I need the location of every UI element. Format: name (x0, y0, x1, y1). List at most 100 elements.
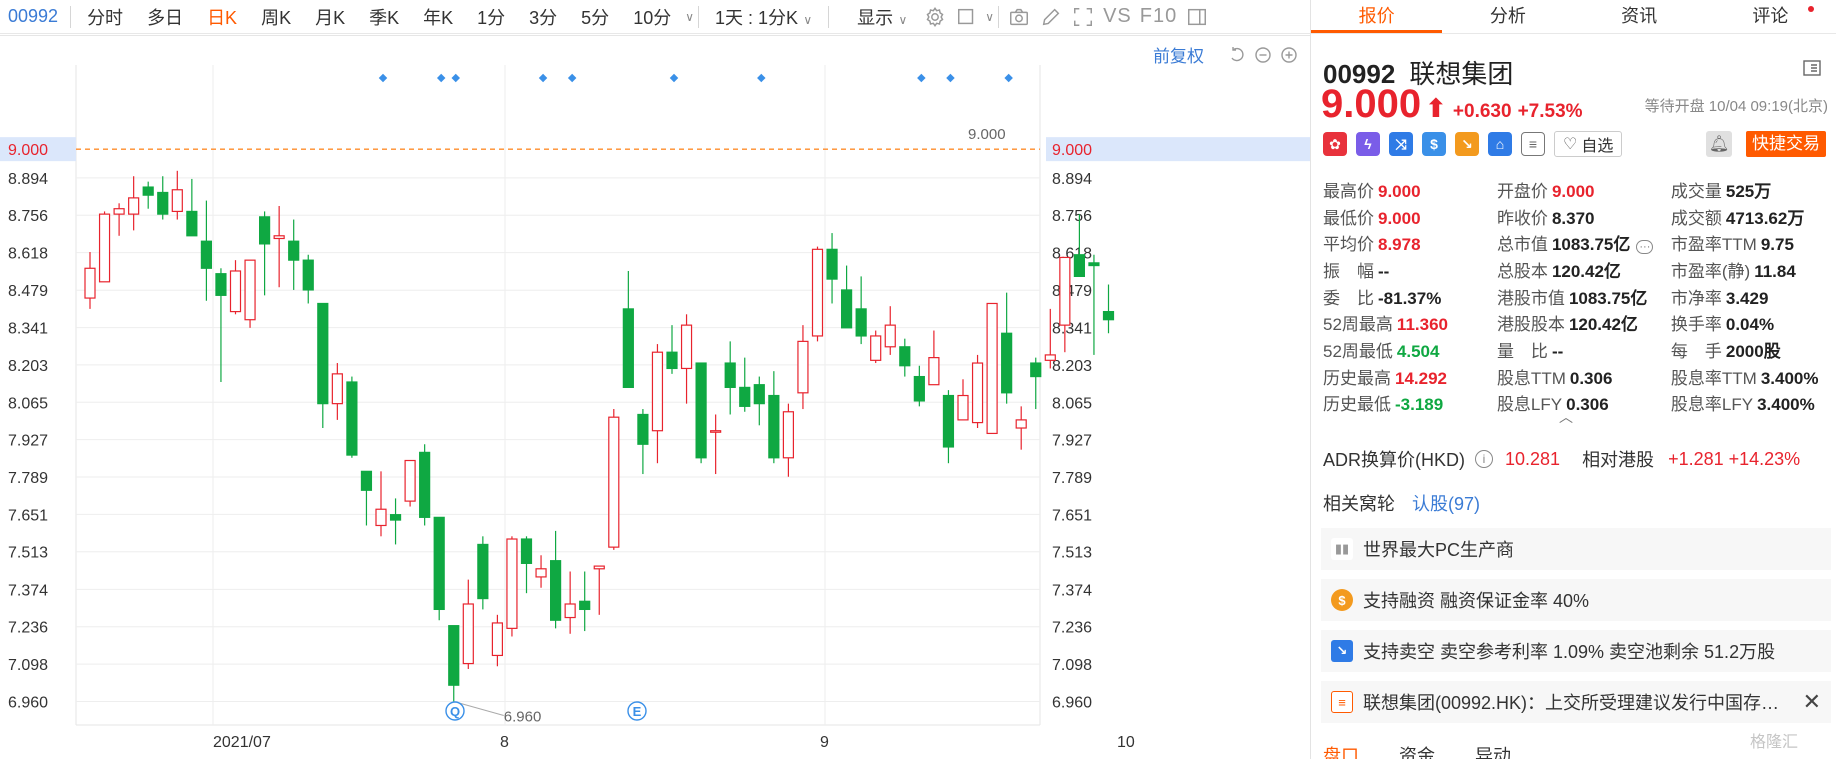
chevron-down-icon[interactable]: ∨ (685, 9, 695, 24)
event-diamond-icon (946, 73, 955, 83)
event-diamond-icon (451, 73, 460, 83)
trend-icon[interactable]: ↘ (1455, 132, 1479, 156)
feature-item[interactable]: $ 支持融资 融资保证金率 40% (1321, 579, 1831, 621)
candle-body (1001, 332, 1013, 394)
y-tick-label-right: 8.618 (1052, 246, 1092, 263)
stat-value: 0.306 (1569, 368, 1613, 388)
zoom-in-icon[interactable] (1278, 44, 1300, 66)
tab-quarterly-k[interactable]: 季K (369, 7, 400, 28)
y-tick-label-right: 7.236 (1052, 620, 1092, 637)
tab-yearly-k[interactable]: 年K (423, 7, 454, 28)
dollar-icon[interactable]: $ (1422, 132, 1446, 156)
fullscreen-icon[interactable] (1070, 4, 1096, 30)
stat-label: 股息率LFY (1670, 395, 1754, 415)
news-icon: ≡ (1331, 691, 1353, 713)
candle-body (986, 302, 998, 435)
quick-trade-button[interactable]: 快捷交易 (1746, 131, 1826, 157)
tab-intraday[interactable]: 分时 (87, 7, 124, 28)
candle-body (1044, 354, 1056, 361)
camera-icon[interactable] (1006, 4, 1032, 30)
tab-1min[interactable]: 1分 (477, 7, 506, 28)
stat-label: 量 比 (1496, 341, 1548, 361)
stat-value: -- (1551, 341, 1564, 361)
stat-row: 振 幅 -- 总股本 120.42亿 市盈率(静) 11.84 (1323, 256, 1829, 283)
feature-item[interactable]: ↘ 支持卖空 卖空参考利率 1.09% 卖空池剩余 51.2万股 (1321, 630, 1831, 672)
square-select-icon[interactable] (954, 4, 980, 30)
tag-icon[interactable]: ⌂ (1488, 132, 1512, 156)
y-tick-label-right: 8.479 (1052, 283, 1092, 300)
tab-comments[interactable]: 评论 (1705, 0, 1836, 33)
tab-quote[interactable]: 报价 (1311, 0, 1443, 33)
candle-body (302, 259, 314, 291)
adr-relative-label: 相对港股 (1582, 450, 1655, 470)
quote-panel: 报价 分析 资讯 评论 00992 联想集团 9.000 ⬆ +0.630 +7.… (1310, 0, 1836, 759)
tab-weekly-k[interactable]: 周K (261, 7, 292, 28)
y-tick-label-left: 7.927 (8, 433, 48, 450)
zoom-out-icon[interactable] (1252, 44, 1274, 66)
flower-icon[interactable]: ✿ (1323, 132, 1347, 156)
list-icon[interactable] (1802, 58, 1822, 78)
lightning-icon[interactable]: ϟ (1356, 132, 1380, 156)
stat-cell: 52周最高 11.360 (1323, 310, 1497, 335)
tab-orderbook[interactable]: 盘口 (1323, 746, 1359, 759)
stat-label: 总股本 (1496, 261, 1548, 281)
tab-3min[interactable]: 3分 (529, 7, 558, 28)
stat-cell: 量 比 -- (1497, 337, 1671, 362)
sidebar-toggle-icon[interactable] (1184, 4, 1210, 30)
candle-body (651, 351, 664, 432)
bell-icon[interactable]: 🔔︎ (1706, 131, 1732, 157)
stat-value: 3.429 (1725, 288, 1769, 308)
pencil-icon[interactable] (1038, 4, 1064, 30)
document-icon[interactable]: ≡ (1521, 132, 1545, 156)
display-menu[interactable]: 显示 ∨ (833, 4, 919, 30)
stat-label: 每 手 (1670, 341, 1722, 361)
y-tick-label-left: 7.513 (8, 545, 48, 562)
chevron-down-icon[interactable]: ∨ (985, 9, 995, 24)
add-watchlist-button[interactable]: ♡ 自选 (1554, 131, 1623, 157)
vs-compare-button[interactable]: VS (1103, 5, 1132, 27)
adjust-mode-button[interactable]: 前复权 (1153, 47, 1204, 66)
shuffle-icon[interactable]: ⤨ (1389, 132, 1413, 156)
tab-news[interactable]: 资讯 (1621, 6, 1658, 26)
stat-value: 0.04% (1725, 315, 1775, 335)
warrant-link[interactable]: 认股(97) (1412, 494, 1481, 514)
y-tick-label-right: 7.651 (1052, 507, 1092, 524)
feature-text: 联想集团(00992.HK)：上交所受理建议发行中国存… (1363, 693, 1780, 713)
stat-value: 525万 (1725, 181, 1772, 201)
tab-capital[interactable]: 资金 (1399, 746, 1435, 759)
tab-analysis[interactable]: 分析 (1489, 6, 1526, 26)
close-icon[interactable]: ✕ (1802, 689, 1821, 714)
event-diamond-icon (669, 73, 679, 83)
feature-item[interactable]: ≡ 联想集团(00992.HK)：上交所受理建议发行中国存… ✕ (1321, 681, 1831, 723)
undo-icon[interactable] (1226, 44, 1248, 66)
candle-body (739, 386, 751, 407)
tab-daily-k[interactable]: 日K (207, 7, 238, 28)
candlestick-chart[interactable]: 9.000 9.000 8.894 8.894 8.756 8.756 8.618 8.618… (0, 35, 1310, 759)
stat-label: 股息LFY (1496, 395, 1563, 415)
f10-button[interactable]: F10 (1139, 5, 1178, 27)
event-badge-icon (627, 701, 647, 721)
period-select[interactable]: 1天 : 1分K ∨ (703, 4, 824, 30)
candle-body (928, 357, 940, 386)
stat-value: 3.400% (1757, 395, 1815, 415)
more-icon[interactable]: ··· (1636, 240, 1654, 255)
stock-code-tab[interactable]: 00992 (8, 6, 59, 26)
tab-unusual[interactable]: 异动 (1475, 746, 1511, 759)
stat-row: 最低价 9.000 昨收价 8.370 成交额 4713.62万 (1323, 203, 1829, 230)
candle-body (419, 451, 431, 518)
tab-multiday[interactable]: 多日 (147, 7, 184, 28)
chevron-up-icon[interactable]: ︿ (1559, 409, 1573, 425)
stat-value: 4.504 (1396, 341, 1440, 361)
tab-monthly-k[interactable]: 月K (315, 7, 346, 28)
gear-icon[interactable] (922, 4, 948, 30)
last-price: 9.000 (1321, 82, 1422, 126)
feature-item[interactable]: ▮▮ 世界最大PC生产商 (1321, 528, 1831, 570)
divider (698, 5, 700, 28)
stat-value: 14.292 (1395, 368, 1447, 388)
current-price-label-left: 9.000 (8, 142, 48, 159)
tab-10min[interactable]: 10分 (633, 7, 672, 28)
stat-label: 市盈率(静) (1670, 261, 1751, 281)
info-icon[interactable]: i (1475, 450, 1493, 468)
candle-body (840, 289, 853, 329)
tab-5min[interactable]: 5分 (581, 7, 610, 28)
